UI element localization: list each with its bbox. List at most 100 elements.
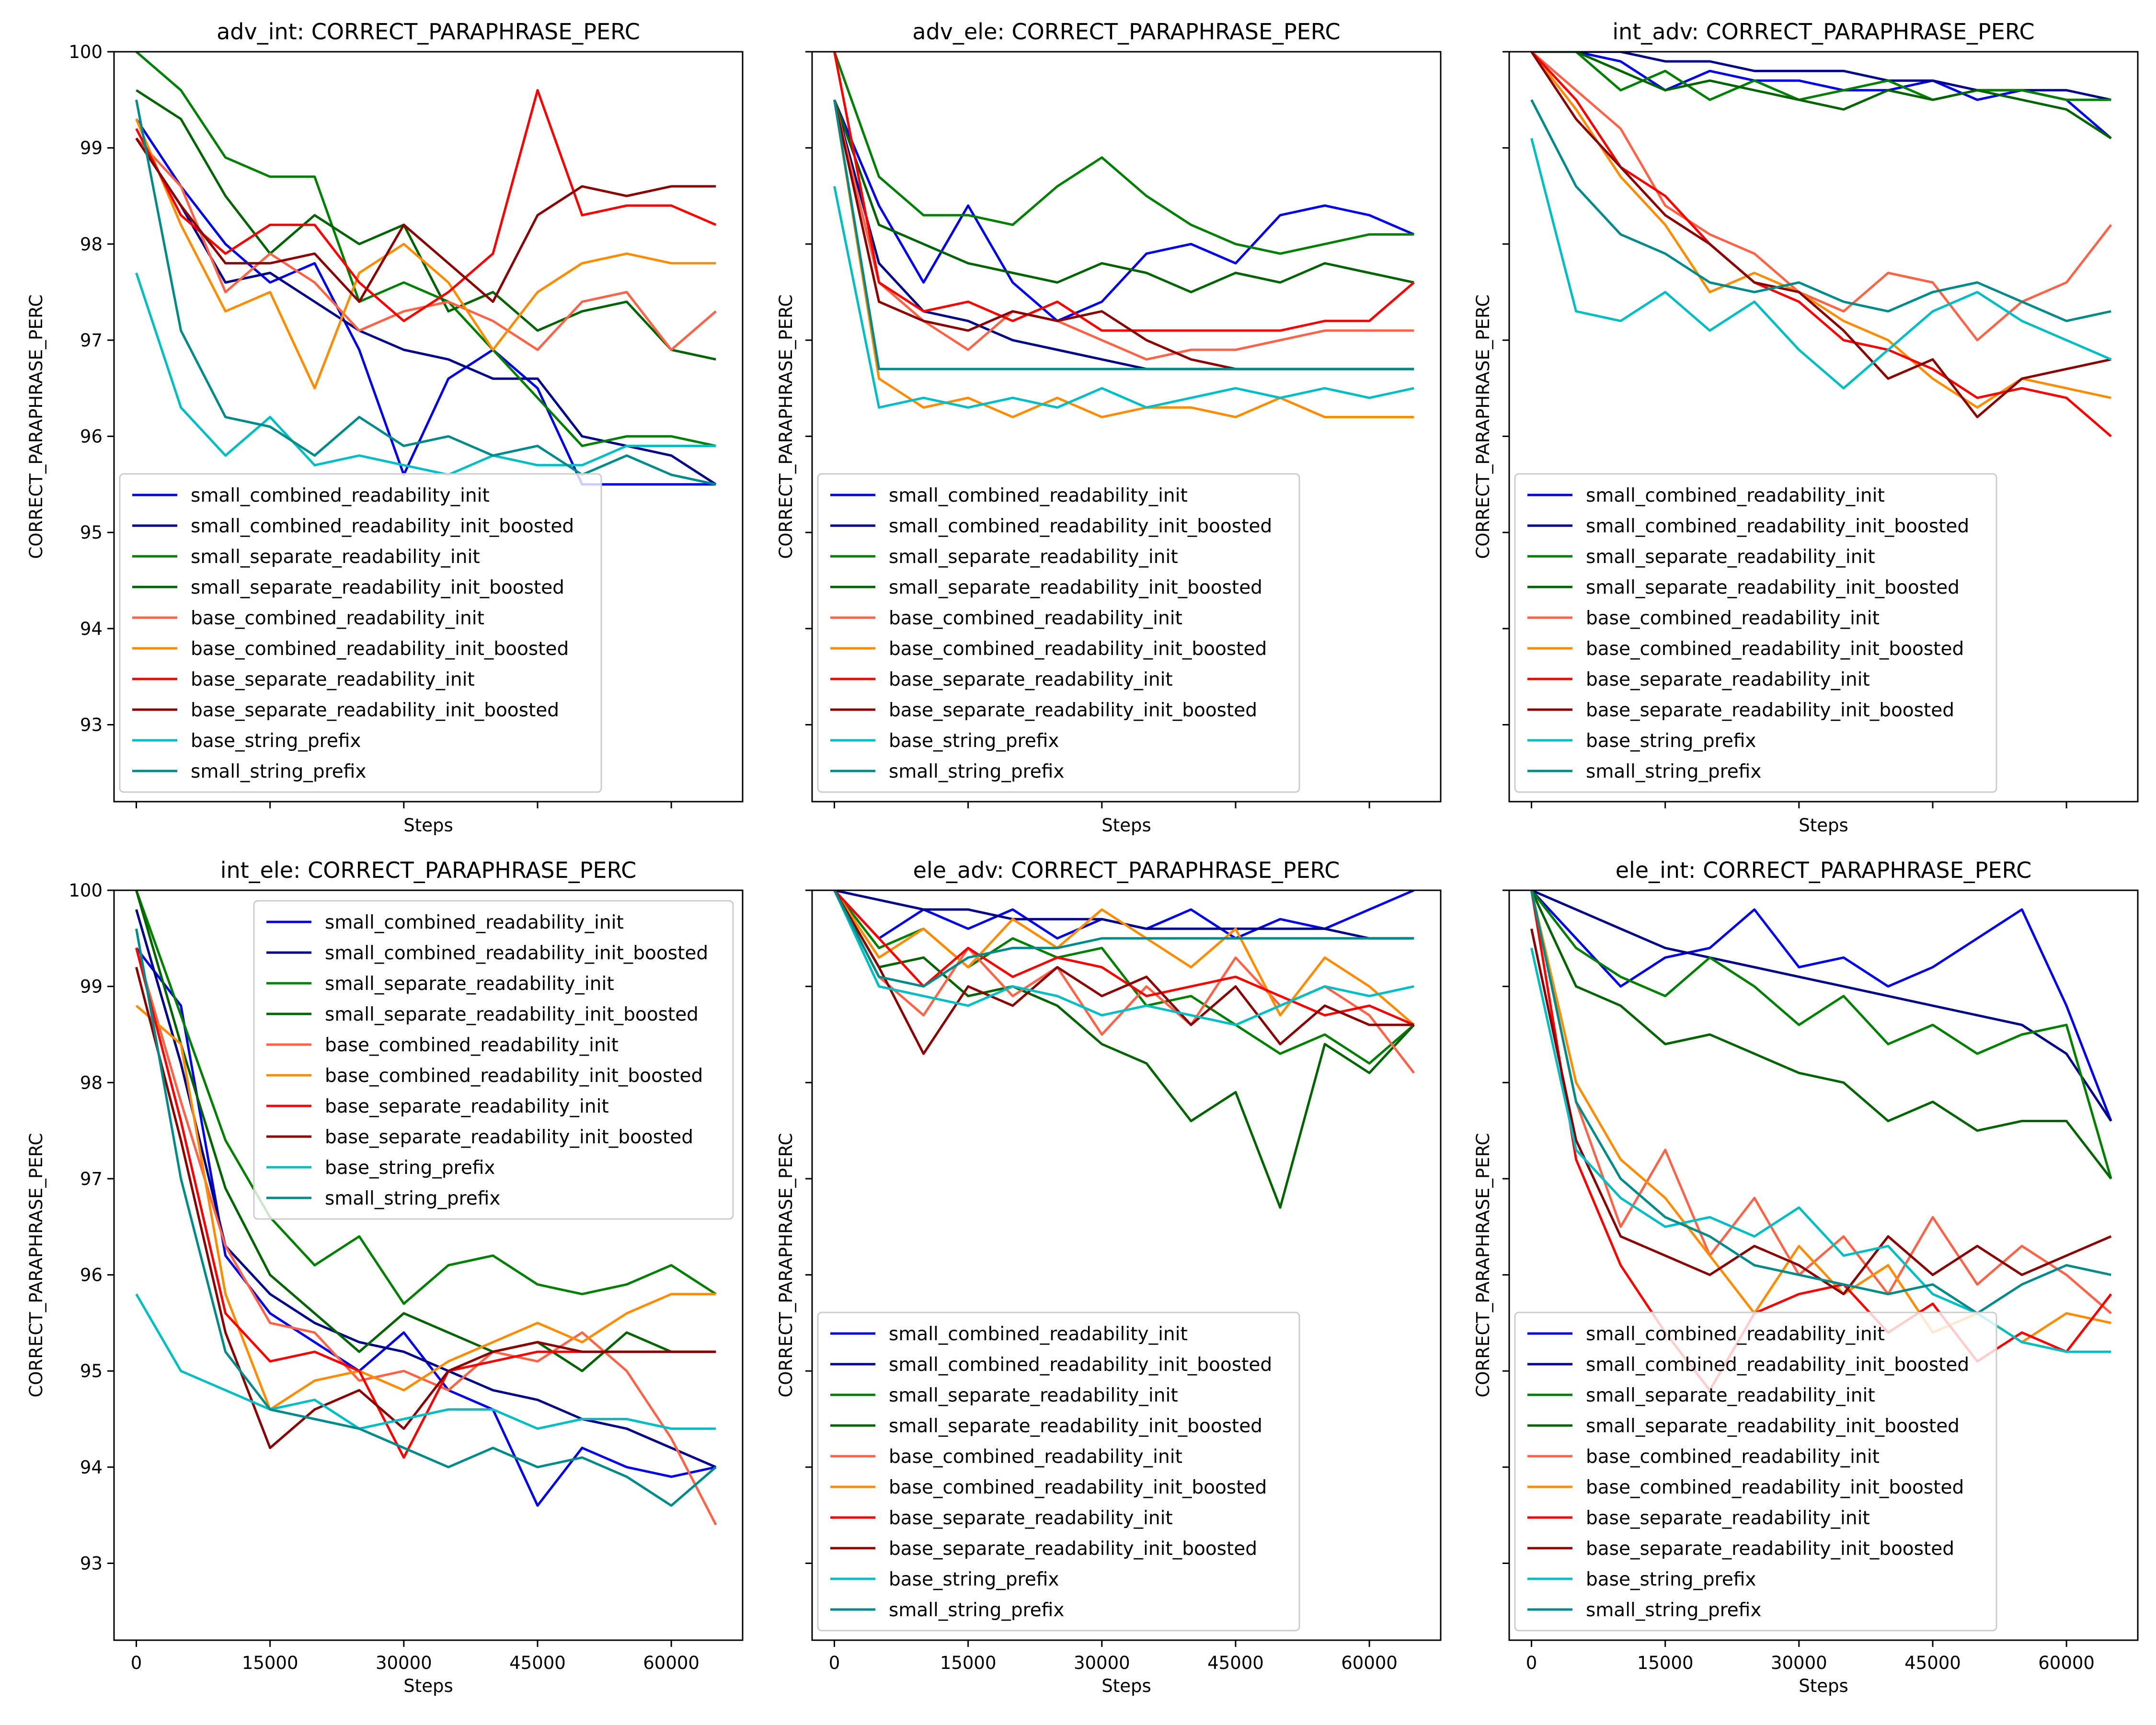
legend-label: small_separate_readability_init	[1586, 1385, 1875, 1406]
legend-label: small_string_prefix	[889, 761, 1064, 782]
series-line-base_combined_readability_init_boosted	[833, 99, 1414, 418]
series-line-small_combined_readability_init_boosted	[1531, 890, 2112, 1122]
legend-label: base_separate_readability_init_boosted	[1586, 1538, 1954, 1560]
legend-label: small_combined_readability_init	[325, 912, 624, 933]
legend-label: base_separate_readability_init_boosted	[889, 1538, 1257, 1560]
y-tick-label: 94	[80, 619, 103, 639]
legend-label: small_separate_readability_init_boosted	[889, 1415, 1262, 1437]
subplot-title: ele_adv: CORRECT_PARAPHRASE_PERC	[913, 857, 1340, 883]
x-tick-label: 60000	[643, 1653, 700, 1673]
legend: small_combined_readability_init small_com…	[119, 473, 602, 793]
legend-label: small_combined_readability_init_boosted	[325, 943, 708, 964]
series-line-base_separate_readability_init_boosted	[1530, 52, 2111, 418]
legend-label: small_separate_readability_init_boosted	[325, 1004, 699, 1025]
legend-label: base_separate_readability_init_boosted	[1586, 700, 1954, 721]
y-tick-label: 95	[80, 522, 103, 543]
legend: small_combined_readability_init small_com…	[253, 900, 734, 1220]
legend-label: small_combined_readability_init	[889, 1323, 1188, 1345]
x-tick-label: 60000	[1341, 1653, 1398, 1673]
y-axis-label: CORRECT_PARAPHRASE_PERC	[26, 1133, 46, 1398]
y-tick-label: 95	[80, 1361, 103, 1381]
legend-label: base_separate_readability_init	[1586, 669, 1870, 690]
series-line-base_combined_readability_init_boosted	[135, 118, 716, 390]
x-tick-label: 30000	[1771, 1653, 1827, 1673]
legend-label: base_separate_readability_init	[325, 1096, 609, 1117]
series-line-base_string_prefix	[135, 272, 716, 476]
legend-label: small_string_prefix	[889, 1599, 1064, 1621]
legend-label: small_separate_readability_init	[191, 546, 480, 568]
legend-label: small_combined_readability_init_boosted	[889, 1354, 1272, 1376]
y-tick-label: 96	[80, 426, 103, 447]
x-tick-label: 30000	[376, 1653, 432, 1673]
subplot-5: ele_int: CORRECT_PARAPHRASE_PERC 0 15000 30…	[1473, 857, 2139, 1696]
legend-label: small_separate_readability_init_boosted	[1586, 1415, 1960, 1437]
legend-box	[119, 473, 602, 793]
legend-box	[1514, 1311, 1997, 1632]
series-line-base_string_prefix	[1530, 138, 2112, 390]
series-line-base_separate_readability_init_boosted	[833, 99, 1414, 370]
x-tick-label: 60000	[2038, 1653, 2095, 1673]
plot-frame	[113, 889, 744, 1641]
legend-label: base_combined_readability_init_boosted	[1586, 1477, 1964, 1498]
legend-label: small_combined_readability_init	[191, 485, 490, 506]
legend: small_combined_readability_init small_com…	[1514, 473, 1997, 793]
plot-frame	[811, 51, 1442, 803]
y-tick-label: 93	[80, 714, 103, 735]
series-line-small_separate_readability_init_boosted	[833, 890, 1415, 1209]
legend-label: small_string_prefix	[191, 761, 366, 782]
series-line-base_combined_readability_init_boosted	[135, 1004, 716, 1411]
y-tick-label: 97	[80, 1169, 103, 1189]
legend-label: base_combined_readability_init_boosted	[889, 1477, 1267, 1498]
y-tick-label: 94	[80, 1457, 103, 1478]
subplot-2: int_adv: CORRECT_PARAPHRASE_PERC Steps COR…	[1473, 19, 2139, 836]
x-axis-label: Steps	[403, 1676, 453, 1696]
subplot-4: ele_adv: CORRECT_PARAPHRASE_PERC 0 15000 30…	[776, 857, 1442, 1696]
subplot-0: adv_int: CORRECT_PARAPHRASE_PERC 93 94 95 96…	[26, 19, 744, 836]
series-line-small_separate_readability_init	[135, 52, 716, 448]
x-tick-label: 45000	[1207, 1653, 1264, 1673]
series-line-small_combined_readability_init	[833, 99, 1415, 322]
series-lines	[1530, 52, 2112, 437]
legend-label: base_separate_readability_init	[889, 669, 1173, 690]
series-line-small_separate_readability_init_boosted	[1530, 890, 2112, 1180]
legend: small_combined_readability_init small_com…	[1514, 1311, 1997, 1632]
y-axis-label: CORRECT_PARAPHRASE_PERC	[776, 1133, 796, 1398]
series-line-small_separate_readability_init_boosted	[136, 89, 716, 361]
subplot-title: ele_int: CORRECT_PARAPHRASE_PERC	[1616, 857, 2032, 883]
series-line-small_combined_readability_init	[135, 118, 716, 486]
y-tick-label: 93	[80, 1553, 103, 1574]
series-line-small_combined_readability_init_boosted	[833, 99, 1414, 370]
series-lines	[135, 52, 717, 486]
plot-frame	[113, 51, 744, 803]
series-lines	[1530, 890, 2112, 1392]
series-line-small_separate_readability_init	[1530, 890, 2112, 1179]
series-line-base_separate_readability_init_boosted	[135, 138, 716, 303]
x-tick-label: 0	[131, 1653, 142, 1673]
series-line-base_separate_readability_init	[833, 52, 1415, 332]
legend-label: base_separate_readability_init	[889, 1507, 1173, 1529]
legend-label: small_separate_readability_init	[889, 546, 1178, 568]
legend-label: base_combined_readability_init_boosted	[889, 638, 1267, 660]
series-line-base_string_prefix	[135, 1293, 716, 1430]
legend-label: base_separate_readability_init	[191, 669, 475, 690]
legend-label: base_separate_readability_init_boosted	[191, 700, 559, 721]
legend-box	[817, 473, 1300, 793]
legend-label: base_combined_readability_init_boosted	[191, 638, 569, 660]
legend-label: base_separate_readability_init_boosted	[325, 1127, 693, 1148]
plot-frame	[1508, 889, 2139, 1641]
legend-label: small_combined_readability_init	[1586, 485, 1885, 506]
legend-label: base_combined_readability_init	[1586, 608, 1880, 629]
subplot-title: adv_ele: CORRECT_PARAPHRASE_PERC	[912, 19, 1340, 45]
legend-label: base_separate_readability_init	[1586, 1507, 1870, 1529]
x-tick-label: 45000	[1904, 1653, 1961, 1673]
subplot-title: int_adv: CORRECT_PARAPHRASE_PERC	[1612, 19, 2034, 45]
x-axis-label: Steps	[1799, 1676, 1848, 1696]
subplot-title: adv_int: CORRECT_PARAPHRASE_PERC	[217, 19, 640, 45]
series-line-small_combined_readability_init_boosted	[135, 138, 717, 485]
x-tick-label: 15000	[940, 1653, 997, 1673]
series-line-small_separate_readability_init_boosted	[833, 99, 1414, 294]
legend-label: small_string_prefix	[1586, 761, 1761, 782]
x-tick-label: 0	[829, 1653, 840, 1673]
legend-label: base_string_prefix	[1586, 1569, 1756, 1590]
